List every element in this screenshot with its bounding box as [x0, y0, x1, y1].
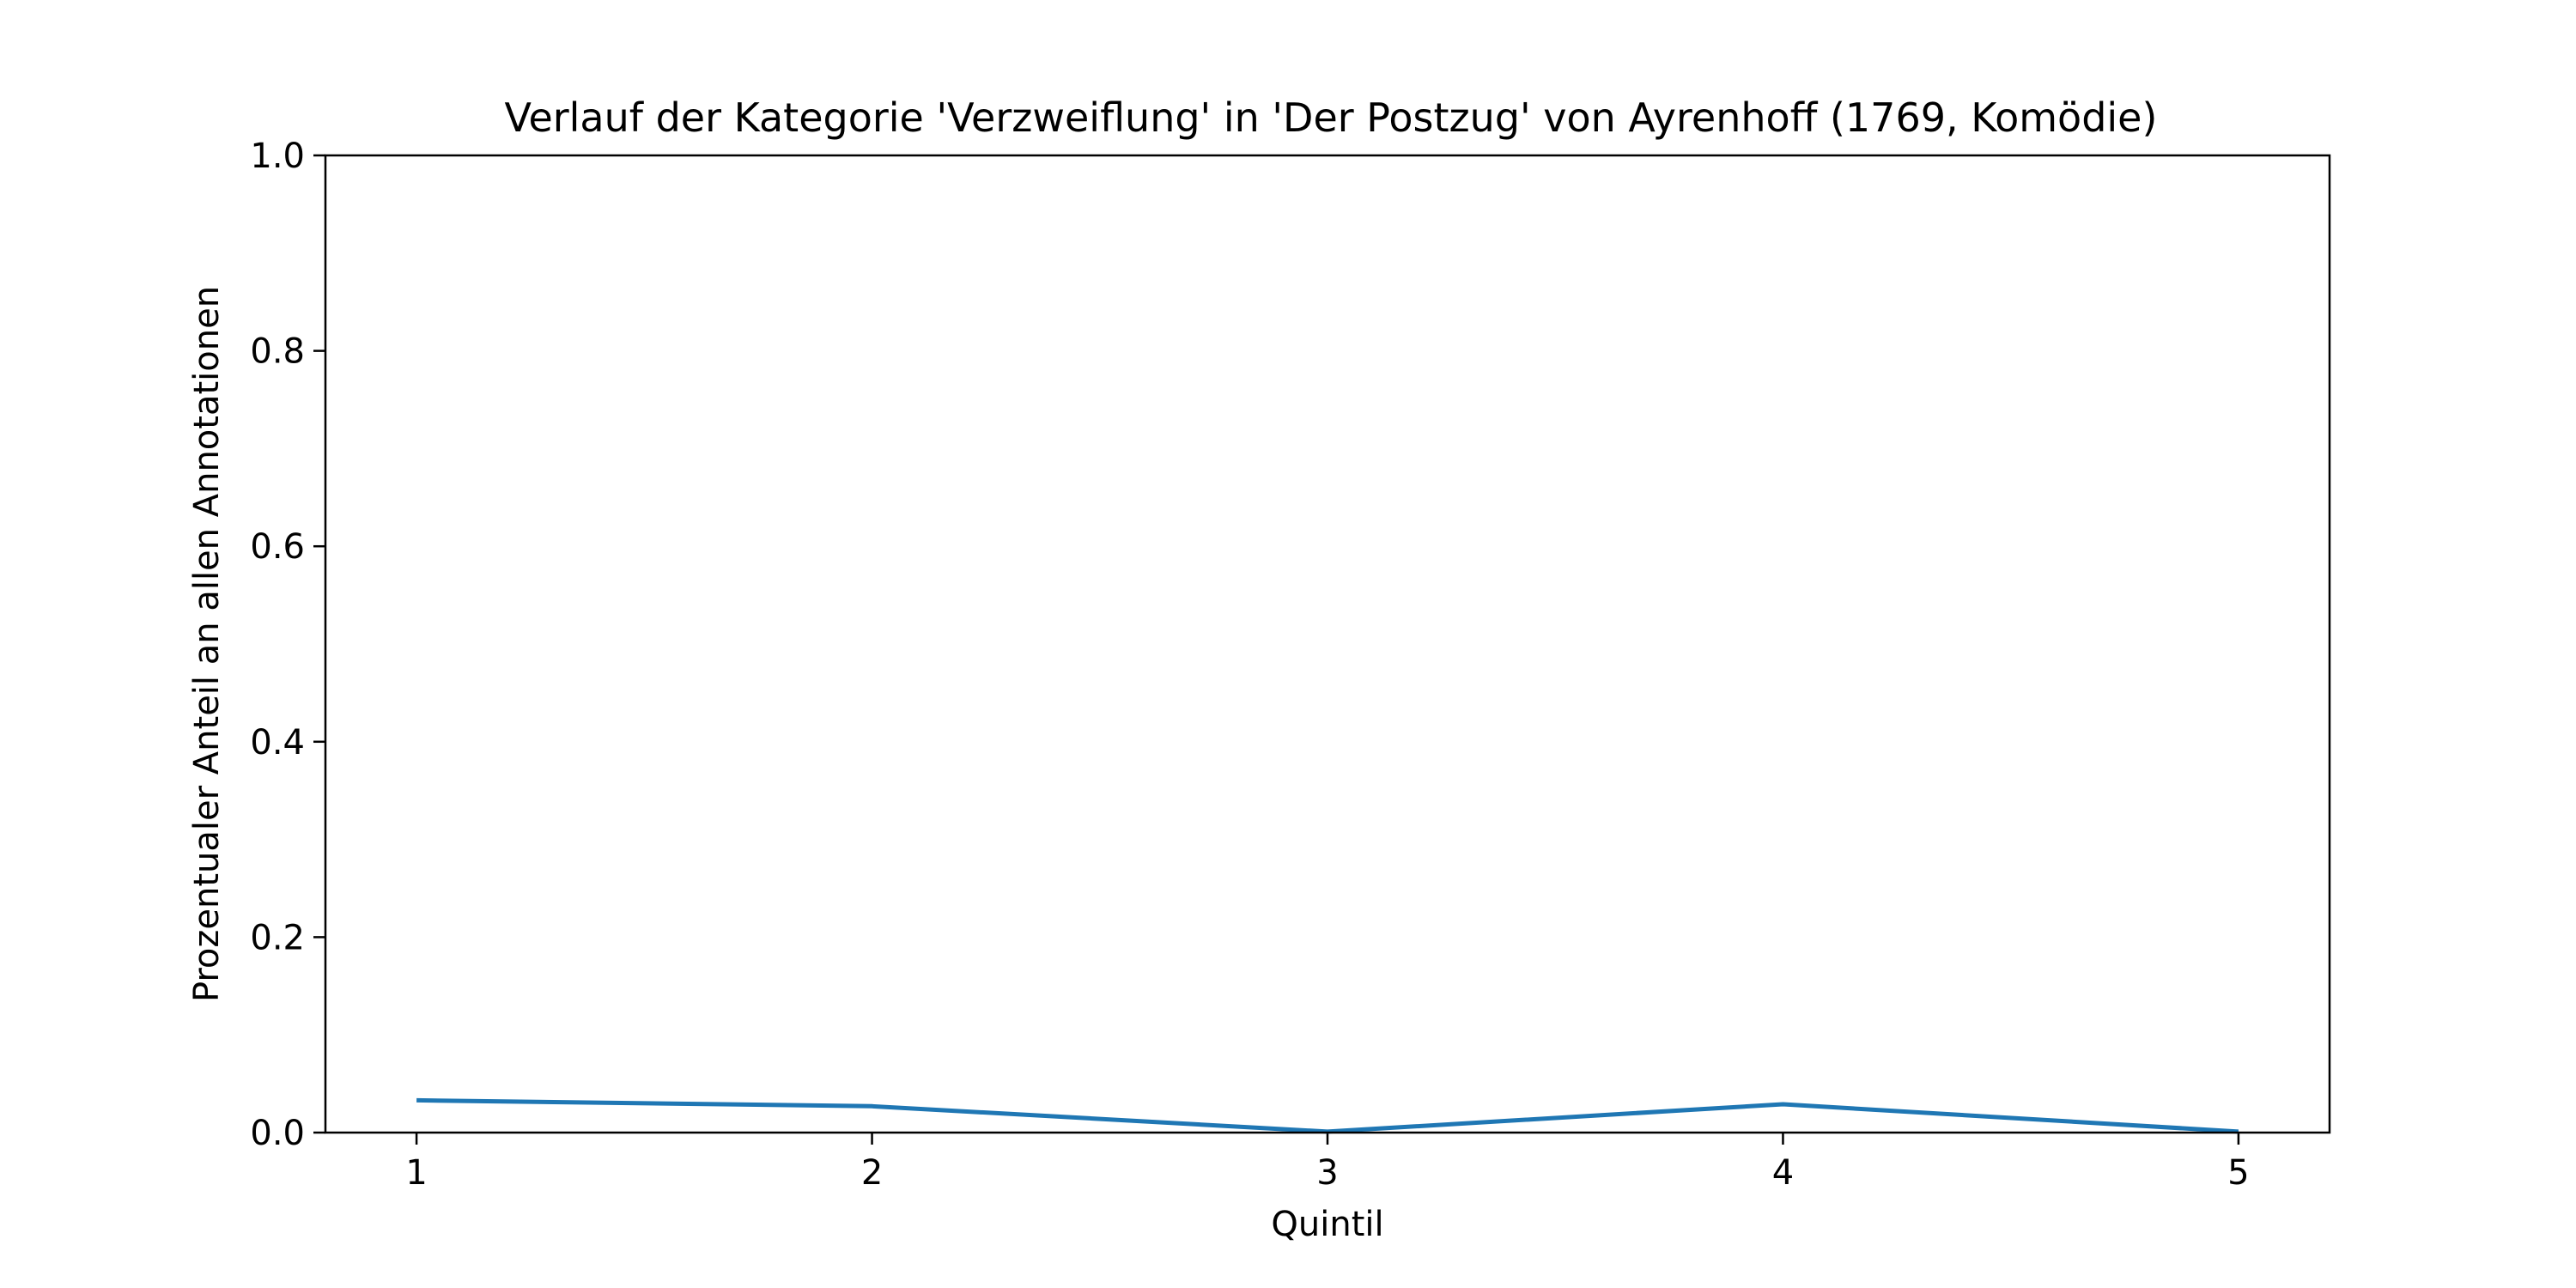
y-tick-label: 0.8 — [250, 332, 305, 372]
x-axis-label: Quintil — [1271, 1205, 1383, 1244]
x-tick-label: 2 — [861, 1153, 883, 1193]
x-tick-label: 5 — [2227, 1153, 2249, 1193]
y-tick-label: 0.0 — [250, 1114, 305, 1153]
y-tick-label: 0.6 — [250, 527, 305, 567]
plot-frame — [324, 154, 2331, 1134]
chart-title: Verlauf der Kategorie 'Verzweiflung' in … — [505, 94, 2158, 141]
y-axis-label: Prozentualer Anteil an allen Annotatione… — [187, 286, 227, 1002]
y-tick-label: 0.2 — [250, 918, 305, 957]
x-axis-ticks: 1 2 3 4 5 — [405, 1133, 2250, 1193]
y-axis-ticks: 0.0 0.2 0.4 0.6 0.8 1.0 — [250, 137, 325, 1153]
x-tick-label: 3 — [1316, 1153, 1338, 1193]
y-tick-label: 1.0 — [250, 137, 305, 176]
x-tick-label: 4 — [1772, 1153, 1794, 1193]
y-tick-label: 0.4 — [250, 723, 305, 762]
x-tick-label: 1 — [405, 1153, 427, 1193]
